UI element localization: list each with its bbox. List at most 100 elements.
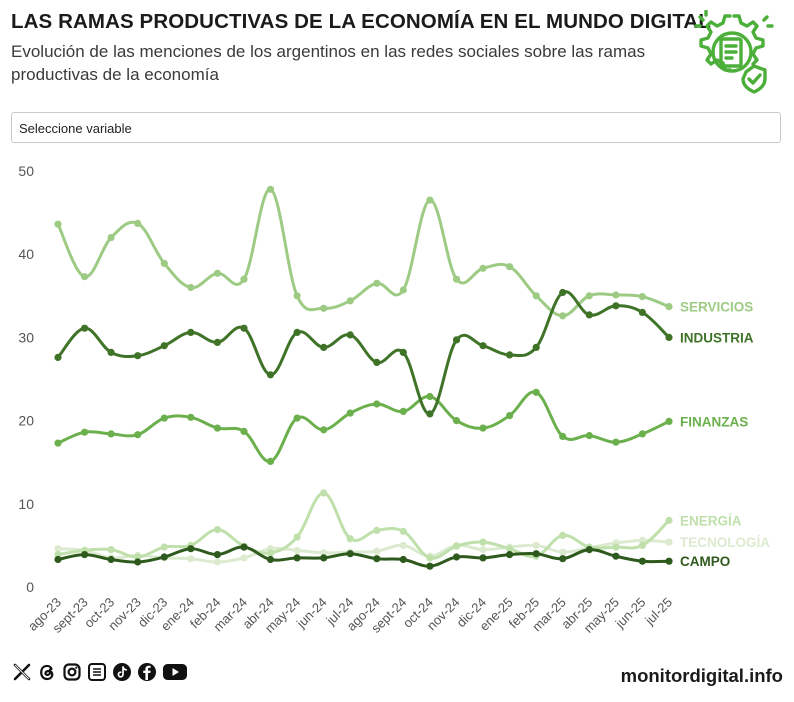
data-point-campo[interactable]	[373, 555, 381, 563]
data-point-finanzas[interactable]	[559, 432, 567, 440]
data-point-energia[interactable]	[134, 553, 142, 561]
data-point-servicios[interactable]	[638, 293, 647, 301]
data-point-campo[interactable]	[665, 557, 673, 565]
data-point-finanzas[interactable]	[506, 412, 514, 420]
data-point-campo[interactable]	[240, 543, 248, 551]
data-point-energia[interactable]	[612, 543, 620, 551]
facebook-icon[interactable]	[136, 661, 158, 683]
data-point-servicios[interactable]	[665, 303, 673, 311]
data-point-industria[interactable]	[266, 371, 275, 379]
data-point-servicios[interactable]	[266, 185, 275, 193]
youtube-icon[interactable]	[161, 661, 189, 683]
data-point-industria[interactable]	[426, 410, 434, 418]
data-point-campo[interactable]	[81, 551, 89, 559]
data-point-servicios[interactable]	[452, 275, 461, 283]
data-point-industria[interactable]	[479, 342, 487, 350]
data-point-finanzas[interactable]	[160, 414, 168, 422]
data-point-energia[interactable]	[479, 538, 487, 546]
data-point-finanzas[interactable]	[187, 413, 195, 421]
data-point-tecnologia[interactable]	[559, 548, 567, 556]
data-point-campo[interactable]	[532, 550, 540, 558]
website-url[interactable]: monitordigital.info	[620, 665, 783, 686]
data-point-campo[interactable]	[54, 555, 62, 564]
data-point-campo[interactable]	[107, 555, 115, 564]
data-point-campo[interactable]	[266, 555, 275, 564]
data-point-campo[interactable]	[559, 555, 567, 563]
data-point-energia[interactable]	[399, 527, 407, 535]
data-point-industria[interactable]	[559, 288, 567, 297]
data-point-industria[interactable]	[373, 358, 381, 366]
data-point-industria[interactable]	[452, 336, 461, 344]
data-point-servicios[interactable]	[107, 234, 115, 242]
data-point-energia[interactable]	[266, 549, 275, 557]
data-point-industria[interactable]	[638, 308, 647, 316]
data-point-servicios[interactable]	[81, 273, 89, 281]
data-point-industria[interactable]	[187, 328, 195, 336]
data-point-finanzas[interactable]	[293, 414, 301, 422]
data-point-campo[interactable]	[506, 551, 514, 559]
data-point-campo[interactable]	[187, 545, 195, 553]
data-point-energia[interactable]	[160, 543, 168, 551]
data-point-campo[interactable]	[320, 554, 328, 562]
data-point-campo[interactable]	[426, 562, 434, 570]
threads-icon[interactable]	[36, 661, 58, 683]
data-point-servicios[interactable]	[134, 219, 142, 227]
data-point-finanzas[interactable]	[612, 438, 620, 446]
data-point-energia[interactable]	[452, 542, 461, 550]
data-point-servicios[interactable]	[373, 279, 381, 287]
data-point-finanzas[interactable]	[320, 426, 328, 434]
data-point-servicios[interactable]	[293, 292, 301, 300]
data-point-finanzas[interactable]	[107, 430, 115, 438]
data-point-tecnologia[interactable]	[532, 541, 540, 549]
data-point-energia[interactable]	[213, 526, 221, 534]
data-point-finanzas[interactable]	[81, 428, 89, 436]
data-point-campo[interactable]	[160, 553, 168, 561]
data-point-servicios[interactable]	[187, 283, 195, 292]
data-point-industria[interactable]	[81, 324, 89, 332]
data-point-finanzas[interactable]	[585, 432, 593, 440]
data-point-finanzas[interactable]	[532, 388, 540, 396]
data-point-finanzas[interactable]	[266, 457, 275, 465]
data-point-servicios[interactable]	[612, 291, 620, 299]
data-point-industria[interactable]	[293, 328, 301, 336]
data-point-finanzas[interactable]	[240, 427, 248, 435]
data-point-energia[interactable]	[665, 516, 673, 524]
data-point-servicios[interactable]	[320, 304, 328, 312]
data-point-tecnologia[interactable]	[240, 554, 248, 562]
data-point-energia[interactable]	[506, 545, 514, 553]
data-point-energia[interactable]	[559, 531, 567, 539]
data-point-tecnologia[interactable]	[399, 541, 407, 549]
variable-selector[interactable]: Seleccione variable	[11, 112, 781, 143]
data-point-tecnologia[interactable]	[293, 546, 301, 554]
data-point-finanzas[interactable]	[54, 439, 62, 447]
data-point-energia[interactable]	[638, 541, 647, 549]
data-point-tecnologia[interactable]	[638, 536, 647, 544]
data-point-campo[interactable]	[213, 551, 221, 559]
data-point-campo[interactable]	[346, 550, 354, 558]
data-point-campo[interactable]	[585, 546, 593, 554]
data-point-industria[interactable]	[506, 351, 514, 359]
data-point-energia[interactable]	[373, 526, 381, 534]
data-point-industria[interactable]	[213, 338, 221, 346]
data-point-finanzas[interactable]	[452, 417, 461, 425]
data-point-servicios[interactable]	[532, 292, 540, 300]
data-point-servicios[interactable]	[54, 220, 62, 228]
substack-icon[interactable]	[86, 661, 108, 683]
data-point-campo[interactable]	[293, 554, 301, 562]
tiktok-icon[interactable]	[111, 661, 133, 683]
data-point-finanzas[interactable]	[373, 400, 381, 408]
data-point-campo[interactable]	[479, 554, 487, 562]
instagram-icon[interactable]	[61, 661, 83, 683]
data-point-finanzas[interactable]	[665, 417, 673, 425]
data-point-tecnologia[interactable]	[479, 546, 487, 554]
data-point-industria[interactable]	[346, 331, 354, 339]
data-point-servicios[interactable]	[426, 196, 434, 204]
data-point-industria[interactable]	[532, 343, 540, 351]
data-point-industria[interactable]	[399, 348, 407, 356]
data-point-tecnologia[interactable]	[373, 547, 381, 555]
data-point-industria[interactable]	[665, 333, 673, 341]
data-point-energia[interactable]	[426, 554, 434, 562]
data-point-campo[interactable]	[134, 558, 142, 566]
data-point-finanzas[interactable]	[479, 424, 487, 432]
data-point-tecnologia[interactable]	[665, 538, 673, 546]
